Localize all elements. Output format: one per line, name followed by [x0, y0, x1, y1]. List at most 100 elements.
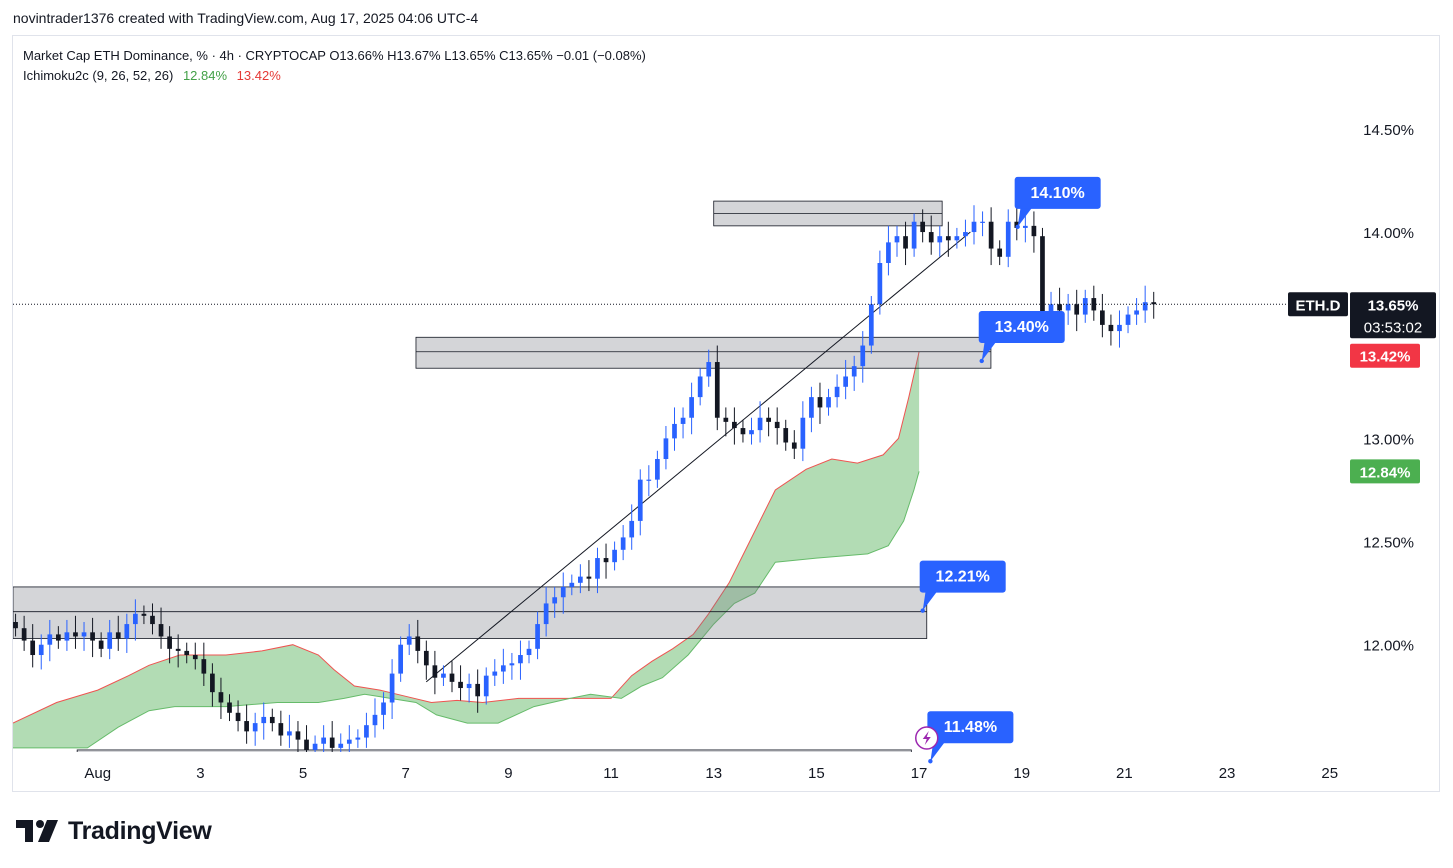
candle-body [834, 386, 840, 398]
zone-box-3[interactable] [13, 586, 928, 639]
callout-3[interactable]: 12.21% [919, 560, 1006, 613]
candle [757, 401, 763, 443]
candle [1005, 209, 1011, 268]
candle [372, 698, 378, 738]
candle [860, 331, 866, 383]
candle-body [483, 675, 489, 697]
candle [210, 663, 215, 707]
candle-body [646, 479, 652, 481]
candle-body [714, 362, 720, 418]
candle-body [877, 263, 883, 305]
candle-body [81, 632, 87, 637]
candle [980, 211, 985, 237]
candle-body [894, 236, 900, 243]
candle [124, 613, 130, 653]
candle [107, 619, 113, 660]
candle-body [809, 397, 814, 418]
candle [723, 407, 729, 437]
candle-body [903, 236, 908, 249]
indicator-value-lead-a: 12.84% [182, 68, 228, 83]
candle-body [945, 236, 951, 241]
candle-body [184, 650, 190, 656]
candle-body [800, 417, 806, 449]
callout-pointer [1017, 206, 1033, 227]
tradingview-logo[interactable]: TradingView [16, 816, 212, 846]
callout-2[interactable]: 13.40% [978, 310, 1065, 364]
ichimoku-tag-lead-b[interactable]: 12.84% [1350, 459, 1420, 484]
symbol-tag[interactable]: ETH.D [1288, 292, 1348, 317]
ichimoku-cloud-fill [13, 351, 920, 748]
candle [791, 430, 797, 460]
candle [1134, 298, 1139, 325]
last-price-tag-bg [1350, 292, 1436, 339]
candle-body [218, 692, 224, 703]
lightning-event-icon[interactable] [915, 726, 939, 750]
candle [766, 407, 771, 437]
candle-body [458, 681, 463, 689]
candle [441, 665, 446, 686]
candle [1142, 285, 1148, 323]
candle [646, 465, 652, 497]
candle [466, 673, 472, 703]
symbol-tag-label: ETH.D [1296, 297, 1341, 314]
candle [620, 525, 626, 561]
candle-body [38, 644, 44, 656]
candle-body [175, 648, 181, 651]
candle-body [518, 655, 523, 664]
zone-box-2[interactable] [415, 336, 992, 369]
indicator-legend-row[interactable]: Ichimoku2c (9, 26, 52, 26) 12.84% 13.42% [23, 66, 646, 86]
candle [449, 661, 455, 693]
candle-body [783, 428, 789, 443]
callout-box [919, 560, 1006, 593]
candle-body [150, 615, 155, 625]
candle [595, 547, 600, 594]
candle-body [492, 671, 498, 676]
candle-body [21, 628, 27, 641]
candle [817, 382, 823, 424]
candle [406, 624, 412, 656]
candle [535, 611, 540, 660]
candle-body [791, 442, 797, 449]
callout-1[interactable]: 14.10% [1014, 176, 1101, 230]
candle-body [500, 665, 506, 672]
candle-body [757, 417, 763, 431]
candle-body [595, 558, 600, 579]
candle [321, 725, 326, 752]
candle-body [466, 683, 472, 689]
last-price-tag[interactable]: 13.65% 03:53:02 [1350, 292, 1436, 339]
x-tick-label: 17 [911, 765, 928, 782]
candle-body [1022, 225, 1028, 228]
callout-4[interactable]: 11.48% [927, 711, 1014, 764]
candle [680, 407, 686, 439]
candle-body [287, 731, 292, 736]
candle [415, 619, 421, 664]
candle [261, 702, 267, 740]
candle-body [133, 613, 138, 625]
candle-body [227, 702, 232, 713]
candle [637, 469, 643, 536]
ichimoku-tag-lead-a[interactable]: 13.42% [1350, 343, 1420, 368]
candles-layer [13, 205, 1157, 752]
tradingview-wordmark: TradingView [68, 816, 212, 845]
candle [432, 650, 438, 695]
candle-body [603, 558, 609, 563]
candle [954, 227, 960, 249]
callout-pointer [922, 590, 938, 611]
candle-body [860, 345, 866, 367]
candle-body [47, 634, 53, 645]
candle-body [971, 221, 977, 233]
candle-body [1040, 236, 1045, 315]
candle-body [526, 648, 532, 656]
candle [800, 401, 806, 462]
candle-body [73, 632, 78, 637]
callout-pointer [981, 340, 997, 361]
candle-body [586, 576, 592, 579]
candle-body [1065, 304, 1071, 311]
series-legend-row[interactable]: Market Cap ETH Dominance, % · 4h · CRYPT… [23, 46, 646, 66]
candle [988, 207, 994, 266]
callout-label: 13.40% [995, 319, 1049, 336]
ichimoku-tag-lead-a-bg [1350, 343, 1420, 368]
candle-body [321, 737, 326, 744]
zone-box-4[interactable] [76, 749, 912, 756]
